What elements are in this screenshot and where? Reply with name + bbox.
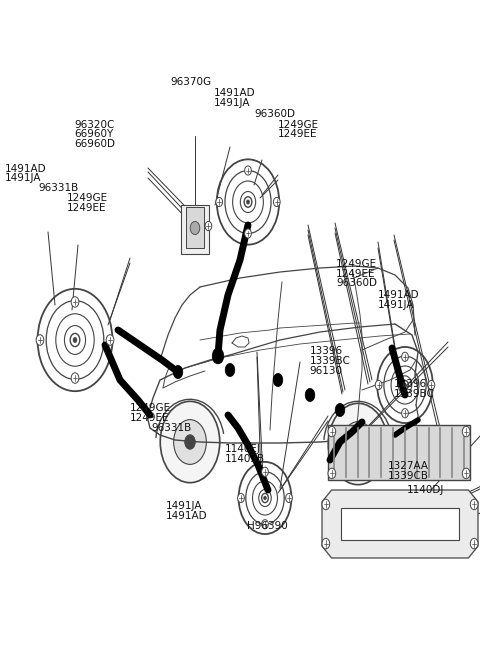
Circle shape [328, 426, 336, 437]
Circle shape [353, 437, 363, 451]
Polygon shape [186, 207, 204, 248]
Text: 1491JA: 1491JA [378, 300, 415, 310]
Circle shape [404, 383, 407, 387]
Text: 1249GE: 1249GE [67, 193, 108, 203]
Circle shape [274, 197, 280, 207]
Text: 96370G: 96370G [170, 77, 212, 87]
Text: 1140DJ: 1140DJ [407, 485, 444, 495]
Text: H96390: H96390 [247, 521, 288, 531]
Text: 1491JA: 1491JA [214, 98, 250, 108]
Text: 1339BC: 1339BC [394, 388, 434, 399]
Circle shape [216, 197, 223, 207]
Circle shape [322, 499, 330, 510]
Text: 1491AD: 1491AD [166, 511, 207, 522]
Polygon shape [322, 490, 478, 558]
Text: 1491AD: 1491AD [5, 163, 47, 174]
Text: 1249EE: 1249EE [336, 268, 375, 279]
Circle shape [262, 520, 268, 529]
Text: 1249GE: 1249GE [277, 119, 319, 130]
Text: 96331B: 96331B [151, 422, 192, 433]
Circle shape [71, 373, 79, 383]
Circle shape [262, 467, 268, 476]
Circle shape [470, 499, 478, 510]
Circle shape [462, 468, 470, 479]
Circle shape [212, 348, 224, 364]
Circle shape [273, 373, 283, 386]
Circle shape [71, 297, 79, 307]
Text: 1491AD: 1491AD [378, 290, 420, 300]
Circle shape [328, 468, 336, 479]
Circle shape [402, 409, 408, 418]
Text: 1140EJ: 1140EJ [225, 444, 261, 455]
Text: 1249EE: 1249EE [67, 203, 107, 213]
Circle shape [322, 539, 330, 549]
Circle shape [73, 337, 77, 342]
Text: 66960D: 66960D [74, 139, 115, 150]
FancyBboxPatch shape [328, 425, 470, 480]
Text: 1249EE: 1249EE [277, 129, 317, 140]
Circle shape [245, 229, 252, 238]
Text: 1249EE: 1249EE [130, 413, 169, 423]
Text: 1249GE: 1249GE [336, 258, 377, 269]
Circle shape [286, 493, 292, 502]
Circle shape [428, 380, 435, 390]
Circle shape [205, 222, 212, 231]
Circle shape [264, 496, 266, 500]
Text: 1491JA: 1491JA [166, 501, 202, 512]
Text: 1327AA: 1327AA [388, 461, 429, 471]
Circle shape [305, 388, 315, 401]
Circle shape [246, 200, 250, 204]
Text: 96360D: 96360D [336, 278, 377, 289]
Text: 13396: 13396 [394, 379, 427, 389]
Circle shape [245, 166, 252, 175]
FancyBboxPatch shape [341, 508, 459, 540]
Circle shape [375, 380, 382, 390]
FancyBboxPatch shape [180, 205, 209, 255]
Circle shape [462, 426, 470, 437]
Text: 96320C: 96320C [74, 119, 115, 130]
Text: 1491JA: 1491JA [5, 173, 41, 184]
Circle shape [328, 403, 388, 485]
Circle shape [185, 435, 195, 449]
Circle shape [225, 363, 235, 377]
Text: 13396: 13396 [310, 346, 343, 356]
Circle shape [160, 401, 220, 483]
Text: 66960Y: 66960Y [74, 129, 114, 140]
Text: 96331B: 96331B [38, 183, 79, 194]
Circle shape [342, 422, 374, 466]
Text: 1491AD: 1491AD [214, 88, 255, 98]
Text: 96360D: 96360D [254, 109, 295, 119]
Circle shape [173, 365, 183, 379]
Circle shape [36, 335, 44, 345]
Circle shape [238, 493, 244, 502]
Circle shape [106, 335, 114, 345]
Circle shape [470, 539, 478, 549]
Text: 11403B: 11403B [225, 454, 265, 464]
Text: 96130: 96130 [310, 365, 343, 376]
Circle shape [174, 420, 206, 464]
Text: 1249GE: 1249GE [130, 403, 171, 413]
Text: 1339BC: 1339BC [310, 356, 350, 366]
Circle shape [402, 352, 408, 361]
Circle shape [190, 222, 200, 235]
Text: 1339CB: 1339CB [388, 470, 429, 481]
Circle shape [335, 403, 345, 417]
